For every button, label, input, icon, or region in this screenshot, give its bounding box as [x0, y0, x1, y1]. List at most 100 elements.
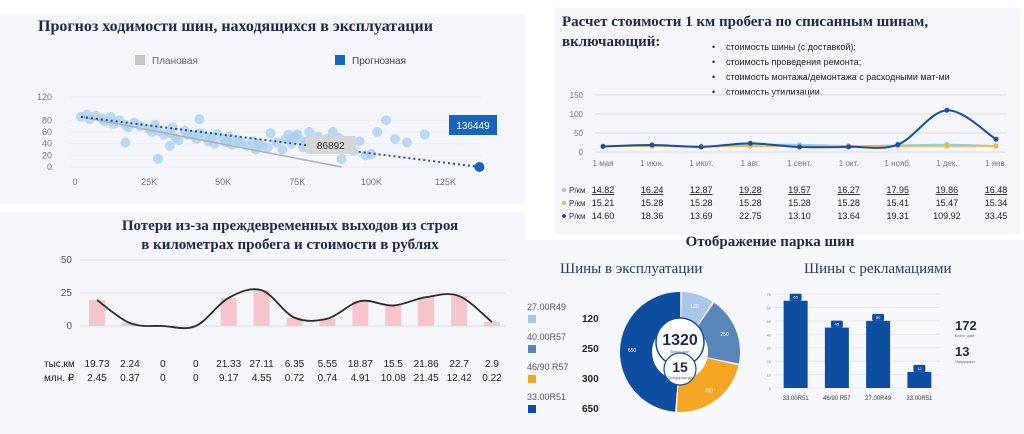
in-use-title: Шины в эксплуатации: [560, 261, 703, 277]
donut-legend-value: 650: [582, 404, 599, 415]
table-cell: 15.41: [886, 198, 909, 208]
legend-swatch-plan: [135, 55, 145, 65]
y-tick-label: 40: [42, 139, 52, 149]
cost-bullet: стоимость шины (с доставкой);: [712, 40, 950, 55]
loss-bar: [121, 323, 138, 326]
scatter-point: [390, 134, 401, 144]
table-cell: 19.57: [788, 185, 811, 195]
table-cell: 15.28: [690, 198, 713, 208]
table-cell: 0: [193, 359, 199, 370]
table-cell: 0.37: [120, 373, 140, 384]
scatter-point: [354, 136, 365, 147]
y-tick-label: 50: [767, 319, 772, 324]
donut-slice: [619, 292, 681, 412]
table-cell: 5.55: [318, 359, 338, 370]
scatter-point: [173, 135, 184, 146]
forecast-trend-line: [80, 115, 480, 168]
donut-legend-label: 40.00R57: [527, 332, 566, 342]
table-cell: 21.45: [414, 373, 439, 384]
cost-bullet: стоимость проведения ремонта;: [712, 55, 950, 70]
donut-legend-swatch: [528, 315, 536, 323]
claims-bar: [783, 300, 808, 388]
donut-legend-swatch: [528, 375, 536, 383]
legend-dot: [562, 188, 566, 192]
forecast-point: [474, 162, 485, 172]
scatter-point: [194, 114, 205, 125]
claims-category-label: 33.00R51: [906, 396, 933, 402]
table-cell: 0: [160, 373, 166, 384]
x-tick-label: 125K: [435, 177, 456, 187]
table-cell: 0: [193, 373, 199, 384]
x-tick-label: 1 мая: [593, 159, 614, 168]
scatter-point: [372, 127, 383, 137]
cost-point: [846, 144, 852, 150]
donut-legend-label: 27.00R49: [527, 302, 566, 312]
in-use-donut-chart: 27.00R49 120 40.00R57 250 46/90 R57 300 33.00R…: [527, 292, 740, 415]
table-cell: 109.92: [933, 211, 961, 221]
claims-value-label: 12: [917, 366, 922, 371]
cost-point: [944, 107, 950, 113]
y-tick-label: 25: [61, 288, 73, 299]
x-tick-label: 75K: [289, 177, 305, 187]
losses-title-line1: Потери из-за преждевременных выходов из …: [121, 218, 459, 234]
table-cell: 19.73: [84, 359, 109, 370]
loss-bar: [418, 297, 435, 326]
donut-legend-label: 33.00R51: [527, 392, 566, 402]
legend-swatch-forecast: [335, 55, 345, 65]
claims-count-caption: Предприят: [955, 359, 975, 364]
losses-title-line2: в километрах пробега и стоимости в рубля…: [141, 237, 439, 253]
table-cell: 4.91: [351, 373, 371, 384]
y-tick-label: 60: [767, 305, 772, 310]
x-tick-label: 0: [72, 177, 77, 187]
row-unit-label: Р/км: [569, 212, 586, 221]
loss-curve: [96, 288, 493, 330]
table-cell: 16.48: [985, 185, 1008, 195]
legend-dot: [562, 201, 566, 205]
claims-bar: [824, 327, 849, 388]
y-tick-label: 50: [574, 129, 583, 138]
x-tick-label: 50K: [215, 177, 231, 187]
donut-slice-label: 300: [705, 388, 714, 394]
row-unit-label: Р/км: [569, 199, 586, 208]
y-tick-label: 10: [767, 373, 772, 378]
x-tick-label: 100K: [361, 177, 382, 187]
y-tick-label: 30: [767, 346, 772, 351]
table-cell: 16.27: [837, 185, 860, 195]
x-tick-label: 1 окт.: [839, 159, 859, 168]
y-tick-label: 40: [767, 332, 772, 337]
scatter-point: [271, 137, 282, 148]
legend-label-plan: Плановая: [152, 56, 198, 67]
claims-count: 13: [955, 344, 969, 359]
loss-bar: [385, 305, 402, 326]
donut-legend-value: 250: [582, 344, 599, 355]
table-cell: 2.9: [485, 359, 499, 370]
cost-bullet: стоимость утилизации.: [712, 85, 950, 100]
donut-center-ring-small: [663, 352, 697, 386]
cost-point: [895, 142, 901, 148]
cost-bullet: стоимость монтажа/демонтажа с расходными…: [712, 70, 950, 85]
y-tick-label: 150: [570, 91, 584, 100]
scatter-point: [224, 131, 235, 142]
loss-bar: [451, 296, 468, 326]
row-unit-label: тыс.км: [44, 359, 75, 370]
claims-value-badge: [830, 320, 843, 328]
x-tick-label: 1 дек.: [936, 159, 958, 168]
claims-value-label: 45: [835, 322, 840, 327]
x-tick-label: 1 янв.: [985, 159, 1007, 168]
fleet-title: Отображение парка шин: [685, 234, 855, 250]
table-cell: 18.87: [348, 359, 373, 370]
claims-title: Шины с рекламациями: [804, 261, 952, 277]
claims-category-label: 33.00R51: [783, 396, 810, 402]
donut-slice-label: 250: [720, 332, 729, 338]
table-cell: 19.28: [739, 185, 762, 195]
scatter-panel-bg: [0, 14, 525, 204]
loss-bar: [253, 290, 270, 326]
loss-bar: [484, 322, 500, 326]
x-tick-label: 1 нояб.: [884, 159, 911, 168]
table-cell: 16.24: [641, 185, 664, 195]
cost-title-line1: Расчет стоимости 1 км пробега по списанн…: [562, 14, 929, 30]
donut-legend-value: 120: [582, 314, 599, 325]
y-tick-label: 80: [42, 115, 52, 125]
table-cell: 19.86: [936, 185, 959, 195]
